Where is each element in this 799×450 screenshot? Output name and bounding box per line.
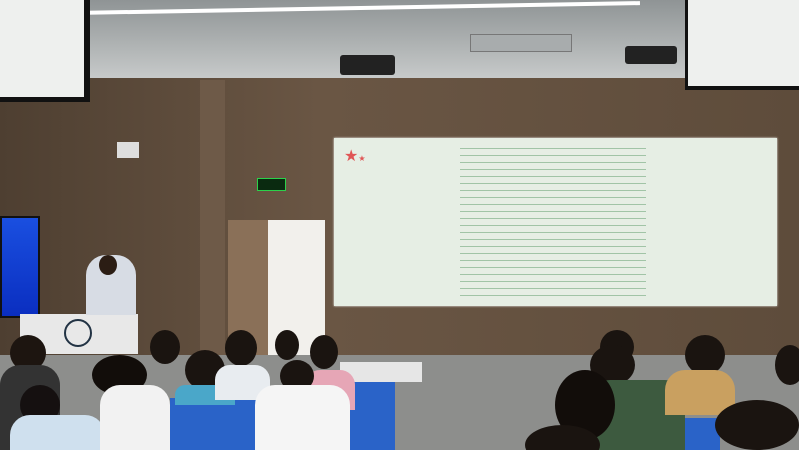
wall-pillar (200, 80, 225, 360)
projection-screen: ★★ (334, 138, 777, 306)
students-left (0, 330, 360, 450)
desk-row (350, 382, 395, 450)
exit-sign-icon (257, 178, 286, 191)
left-hanging-monitor (0, 0, 90, 102)
desk-row (340, 362, 422, 382)
air-vent (470, 34, 572, 52)
projector-icon (340, 55, 395, 75)
side-display (0, 216, 40, 318)
students-right (520, 330, 799, 450)
right-hanging-monitor (685, 0, 799, 90)
camera-icon (117, 142, 139, 158)
projected-table (460, 142, 646, 300)
teacher (86, 255, 136, 315)
star-icon: ★★ (344, 146, 366, 165)
desk-row (680, 418, 720, 450)
projector-icon (625, 46, 677, 64)
emblem-icon (64, 319, 92, 347)
